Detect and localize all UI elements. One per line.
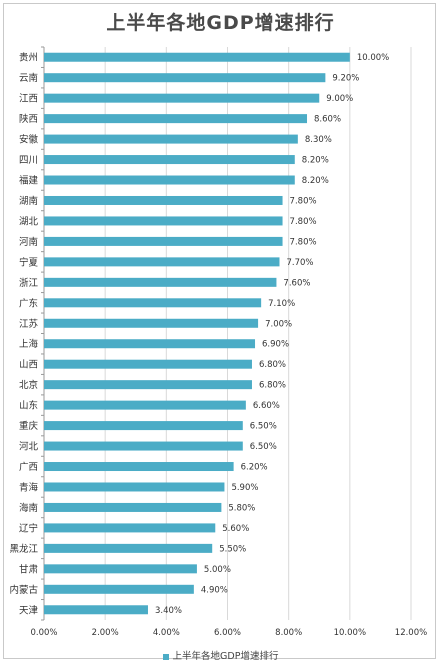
- data-label: 5.00%: [204, 565, 231, 575]
- category-label: 广东: [19, 297, 38, 309]
- x-tick-label: 0.00%: [30, 628, 57, 638]
- bar: [44, 462, 234, 472]
- legend: 上半年各地GDP增速排行: [0, 648, 441, 662]
- data-label: 5.90%: [231, 483, 258, 493]
- bar: [44, 52, 350, 62]
- data-label: 7.80%: [290, 237, 317, 247]
- bar: [44, 482, 225, 492]
- category-label: 黑龙江: [9, 543, 38, 555]
- data-label: 6.80%: [259, 381, 286, 391]
- bar: [44, 359, 252, 369]
- category-label: 云南: [19, 72, 38, 84]
- x-tick-label: 2.00%: [92, 628, 119, 638]
- bar: [44, 400, 246, 410]
- category-label: 江苏: [19, 318, 39, 330]
- bar: [44, 523, 216, 533]
- bar: [44, 564, 197, 574]
- data-label: 6.80%: [259, 360, 286, 370]
- bar: [44, 543, 213, 553]
- category-label: 陕西: [19, 113, 38, 125]
- bar: [44, 380, 252, 390]
- bar: [44, 175, 295, 185]
- category-label: 山东: [19, 400, 38, 412]
- bar: [44, 195, 283, 205]
- chart-title: 上半年各地GDP增速排行: [106, 12, 335, 34]
- category-label: 湖北: [19, 216, 39, 227]
- category-label: 甘肃: [19, 563, 38, 575]
- data-label: 7.10%: [268, 299, 295, 309]
- bar: [44, 584, 194, 594]
- category-label: 天津: [19, 605, 39, 616]
- bar: [44, 216, 283, 226]
- x-tick-label: 6.00%: [214, 628, 241, 638]
- category-label: 北京: [19, 379, 38, 391]
- category-label: 河南: [19, 236, 38, 248]
- data-label: 7.60%: [283, 278, 310, 288]
- data-label: 6.20%: [241, 463, 268, 473]
- data-label: 5.60%: [222, 524, 249, 534]
- data-label: 10.00%: [357, 53, 389, 63]
- bar: [44, 93, 320, 103]
- category-label: 安徽: [19, 134, 39, 146]
- bar: [44, 257, 280, 267]
- category-label: 江西: [19, 94, 38, 105]
- data-label: 7.80%: [290, 217, 317, 227]
- category-label: 贵州: [19, 52, 38, 64]
- category-label: 重庆: [19, 420, 39, 432]
- x-tick-label: 4.00%: [153, 628, 180, 638]
- bar: [44, 441, 243, 451]
- category-label: 湖南: [19, 195, 38, 207]
- category-label: 上海: [19, 338, 39, 350]
- category-label: 辽宁: [19, 522, 38, 534]
- data-label: 7.70%: [286, 258, 313, 268]
- legend-swatch: [162, 653, 169, 660]
- category-label: 青海: [19, 481, 39, 493]
- category-label: 河北: [19, 441, 39, 453]
- bar: [44, 502, 222, 512]
- data-label: 8.20%: [302, 176, 329, 186]
- data-label: 6.50%: [250, 442, 277, 452]
- x-tick-label: 10.00%: [334, 628, 366, 638]
- data-label: 6.60%: [253, 401, 280, 411]
- data-label: 7.80%: [290, 196, 317, 206]
- bar: [44, 605, 148, 615]
- data-label: 8.60%: [314, 115, 341, 125]
- data-label: 9.00%: [326, 94, 353, 104]
- category-label: 浙江: [19, 277, 39, 289]
- bar: [44, 236, 283, 246]
- data-label: 7.00%: [265, 319, 292, 329]
- bar: [44, 339, 256, 349]
- data-label: 8.30%: [305, 135, 332, 145]
- data-label: 5.50%: [219, 544, 246, 554]
- bar: [44, 277, 277, 287]
- data-label: 6.50%: [250, 422, 277, 432]
- bar: [44, 134, 298, 144]
- legend-label: 上半年各地GDP增速排行: [172, 651, 279, 662]
- bar: [44, 73, 326, 83]
- bar: [44, 421, 243, 431]
- data-label: 4.90%: [201, 585, 228, 595]
- bar: [44, 114, 308, 124]
- category-label: 山西: [19, 360, 38, 371]
- category-label: 四川: [19, 155, 38, 166]
- bar: [44, 318, 259, 328]
- x-tick-label: 8.00%: [275, 628, 302, 638]
- data-label: 9.20%: [332, 74, 359, 84]
- category-label: 宁夏: [19, 256, 39, 268]
- data-label: 3.40%: [155, 606, 182, 616]
- x-tick-label: 12.00%: [395, 628, 427, 638]
- data-label: 8.20%: [302, 156, 329, 166]
- bar: [44, 155, 295, 165]
- bar: [44, 298, 262, 308]
- data-label: 6.90%: [262, 340, 289, 350]
- category-label: 海南: [19, 502, 38, 514]
- data-label: 5.80%: [228, 503, 255, 513]
- category-label: 内蒙古: [9, 584, 38, 596]
- category-label: 广西: [19, 461, 38, 473]
- category-label: 福建: [19, 175, 39, 187]
